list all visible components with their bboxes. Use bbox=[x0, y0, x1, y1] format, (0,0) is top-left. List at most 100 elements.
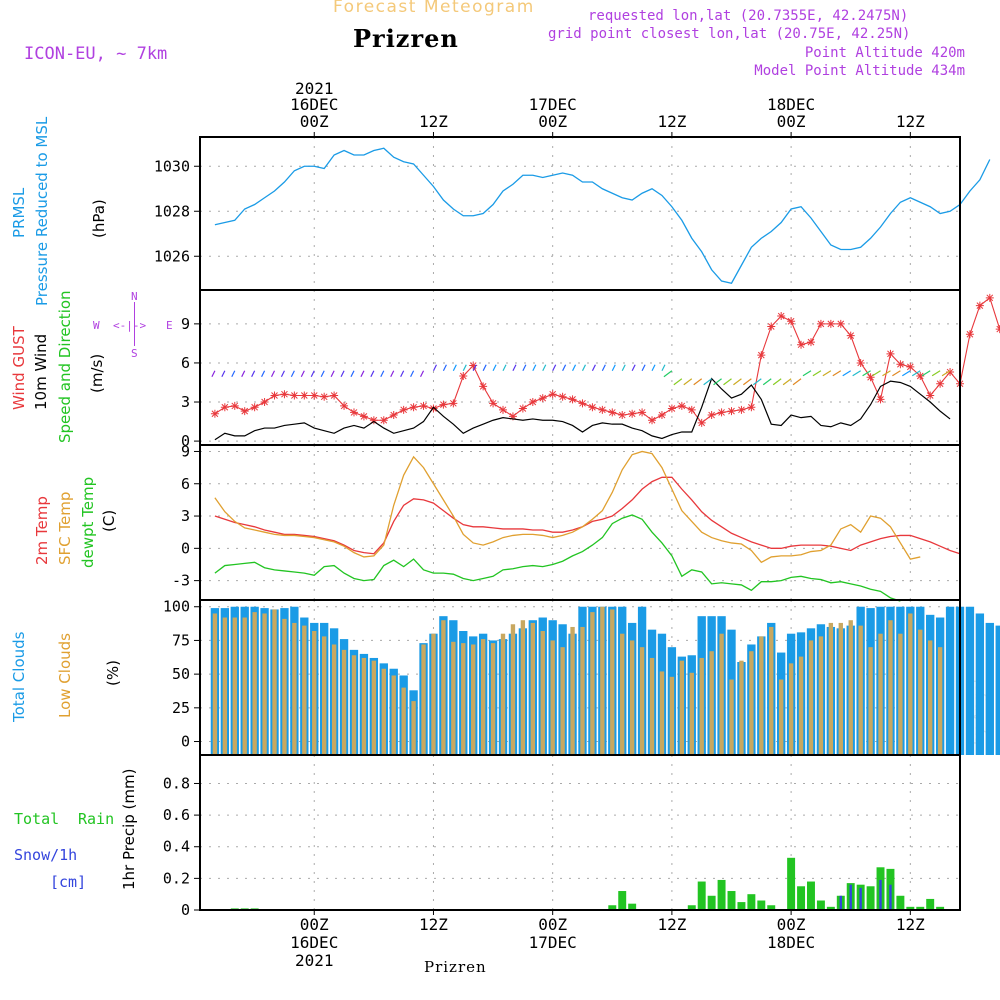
wind-direction-arrow bbox=[802, 370, 812, 377]
compass-south: S bbox=[131, 347, 138, 360]
temp-ytick-label: 6 bbox=[181, 475, 190, 493]
low-cloud-bar bbox=[391, 675, 396, 755]
compass-east: E bbox=[166, 319, 173, 332]
gust-marker bbox=[608, 408, 617, 417]
rain-bar bbox=[747, 894, 756, 910]
low-cloud-bar bbox=[550, 640, 555, 755]
wind-direction-arrow bbox=[581, 364, 587, 372]
low-cloud-bar bbox=[699, 657, 704, 755]
location-title: Prizren bbox=[353, 24, 459, 53]
total-rain-label: Total bbox=[14, 810, 60, 828]
pressure-frame bbox=[199, 136, 961, 291]
gust-marker bbox=[965, 330, 974, 339]
wind-direction-arrow bbox=[752, 378, 762, 386]
gust-marker bbox=[409, 403, 418, 412]
gust-marker bbox=[697, 418, 706, 427]
wind-direction-arrow bbox=[211, 370, 216, 378]
wind-direction-arrow bbox=[743, 378, 752, 386]
total-cloud-bar bbox=[985, 622, 994, 755]
low-cloud-bar bbox=[381, 668, 386, 755]
wind-direction-arrow bbox=[661, 364, 666, 372]
top-date-label: 18DEC bbox=[767, 95, 815, 114]
wind-ytick-label: 0 bbox=[181, 432, 190, 450]
rain-bar bbox=[906, 906, 915, 910]
wind-frame bbox=[199, 289, 961, 446]
gust-marker bbox=[518, 404, 527, 413]
gust-marker bbox=[936, 379, 945, 388]
rain-bar bbox=[757, 900, 766, 910]
wind-direction-arrow bbox=[941, 370, 951, 377]
rain-bar bbox=[707, 895, 716, 910]
gust-marker bbox=[727, 407, 736, 416]
wind-direction-arrow bbox=[400, 370, 405, 378]
gust-marker bbox=[677, 401, 686, 410]
low-cloud-bar bbox=[331, 644, 337, 755]
low-cloud-bar bbox=[351, 655, 357, 755]
temp-ytick-label: -3 bbox=[172, 572, 190, 590]
gust-marker bbox=[598, 405, 607, 414]
low-cloud-bar bbox=[490, 643, 496, 755]
rain-bar bbox=[807, 881, 815, 910]
wind-direction-arrow bbox=[512, 364, 517, 372]
compass-arrows: <-|-> bbox=[113, 319, 147, 332]
gust-marker bbox=[459, 371, 468, 380]
gust-marker bbox=[618, 411, 627, 420]
low-cloud-bar bbox=[868, 647, 873, 755]
wind-direction-arrow bbox=[522, 364, 527, 372]
low-cloud-bar bbox=[590, 612, 595, 755]
gust-marker bbox=[866, 373, 875, 382]
low-cloud-bar bbox=[312, 631, 317, 755]
wind-direction-arrow bbox=[542, 364, 547, 372]
gust-marker bbox=[896, 360, 905, 369]
wind-direction-arrow bbox=[872, 370, 881, 377]
low-cloud-bar bbox=[689, 672, 694, 755]
gust-marker bbox=[290, 391, 299, 400]
gust-marker bbox=[757, 351, 766, 360]
gust-marker bbox=[349, 408, 358, 417]
low-cloud-bar bbox=[292, 622, 297, 755]
low-cloud-bar bbox=[242, 617, 247, 755]
gust-marker bbox=[330, 391, 339, 400]
wind-ytick-label: 6 bbox=[181, 354, 190, 372]
wind-direction-arrow bbox=[651, 364, 656, 372]
rain-bar bbox=[687, 905, 696, 910]
gust-marker bbox=[230, 401, 239, 410]
bottom-hour-label: 00Z bbox=[300, 915, 329, 934]
low-cloud-bar bbox=[530, 622, 535, 755]
gust-marker bbox=[568, 395, 577, 404]
rain-bar bbox=[916, 906, 925, 910]
gust-marker bbox=[886, 349, 895, 358]
low-cloud-bar bbox=[729, 679, 734, 755]
gust-marker bbox=[628, 409, 637, 418]
precip-ytick-label: 0.2 bbox=[163, 869, 190, 887]
gust-marker bbox=[707, 411, 716, 420]
gust-marker bbox=[210, 409, 219, 418]
wind-direction-arrow bbox=[733, 378, 742, 386]
dewpt-line bbox=[214, 514, 901, 602]
rain-bar bbox=[926, 898, 935, 910]
clouds-ytick-label: 0 bbox=[181, 733, 190, 751]
wind-direction-arrow bbox=[502, 364, 507, 372]
top-hour-label: 00Z bbox=[300, 112, 329, 131]
low-cloud-bar bbox=[649, 657, 655, 755]
wind-direction-arrow bbox=[482, 364, 487, 372]
wind-direction-arrow bbox=[410, 370, 415, 378]
rain-bar bbox=[608, 905, 617, 910]
wind-direction-arrow bbox=[822, 370, 832, 377]
gust-marker bbox=[846, 331, 855, 340]
wind-direction-arrow bbox=[862, 370, 871, 377]
wind-direction-arrow bbox=[601, 364, 606, 372]
gust-marker bbox=[320, 392, 329, 401]
gust-marker bbox=[667, 404, 676, 413]
gust-marker bbox=[876, 395, 885, 404]
low-cloud-bar bbox=[520, 620, 526, 755]
low-cloud-bar bbox=[451, 641, 456, 755]
low-cloud-bar bbox=[421, 644, 426, 755]
precip-ytick-label: 0 bbox=[181, 901, 190, 919]
low-cloud-bar bbox=[629, 640, 635, 755]
low-cloud-bar bbox=[898, 633, 903, 755]
gust-marker bbox=[816, 319, 825, 328]
clouds-ytick-label: 100 bbox=[163, 598, 190, 616]
low-cloud-bar bbox=[411, 701, 416, 755]
